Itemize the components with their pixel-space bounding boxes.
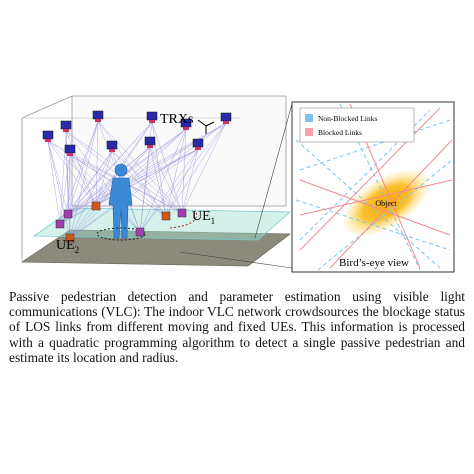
blocked-link — [329, 139, 453, 269]
ue1-path — [169, 211, 197, 229]
link — [59, 121, 153, 225]
link — [181, 122, 227, 214]
ue1-subscript: 1 — [211, 216, 216, 226]
ue — [55, 219, 65, 229]
axes-icon — [197, 119, 215, 134]
trx-label: TRXs — [160, 112, 193, 127]
link — [67, 146, 151, 215]
ue2-text: UE — [56, 238, 75, 253]
link — [97, 120, 141, 233]
trx-lens — [223, 121, 229, 124]
head — [114, 163, 128, 177]
link — [165, 128, 187, 217]
link — [69, 148, 199, 239]
ue — [91, 201, 101, 211]
ue — [65, 233, 75, 243]
trx-lens — [195, 147, 201, 150]
frame-edge — [21, 95, 73, 119]
trx — [144, 136, 156, 146]
link — [97, 120, 183, 214]
legend-swatch — [305, 128, 313, 136]
link — [149, 146, 167, 217]
connector — [254, 103, 293, 239]
link — [151, 121, 183, 214]
link — [181, 148, 199, 214]
link — [65, 130, 97, 207]
trx — [64, 144, 76, 154]
link — [69, 150, 113, 239]
link — [69, 120, 99, 239]
trx — [42, 130, 54, 140]
ue — [63, 209, 73, 219]
link — [67, 154, 71, 215]
link — [69, 121, 153, 239]
link — [47, 140, 71, 239]
trx — [192, 138, 204, 148]
link — [139, 148, 199, 233]
trx-lens — [183, 127, 189, 130]
link — [59, 146, 151, 225]
link — [95, 121, 153, 207]
ue2-subscript: 2 — [75, 245, 80, 255]
non-blocked-link — [295, 199, 451, 251]
blocked-link — [299, 107, 441, 251]
link — [67, 122, 227, 215]
link — [47, 140, 97, 207]
legend — [299, 107, 415, 143]
inset: Non-Blocked Links Blocked Links Object B… — [291, 101, 455, 273]
ue — [177, 208, 187, 218]
non-blocked-link — [299, 109, 431, 241]
ue1-text: UE — [192, 209, 211, 224]
legend-swatch — [305, 114, 313, 122]
object-label: Object — [375, 199, 397, 208]
legend-label: Blocked Links — [318, 128, 362, 137]
pedestrian-footprint — [96, 227, 146, 241]
link — [69, 154, 97, 207]
link — [139, 128, 187, 233]
link — [69, 154, 141, 233]
non-blocked-link — [299, 119, 451, 171]
trx — [60, 120, 72, 130]
link — [181, 128, 187, 214]
blocked-link — [299, 179, 453, 216]
link — [47, 140, 69, 215]
link — [95, 150, 113, 207]
link — [95, 120, 99, 207]
trx-lens — [67, 153, 73, 156]
pedestrian — [108, 163, 133, 239]
devices — [42, 110, 232, 243]
trx — [106, 140, 118, 150]
link — [139, 122, 227, 233]
non-blocked-link — [317, 159, 453, 271]
link — [165, 122, 227, 217]
blocked-link — [299, 179, 451, 236]
body — [108, 177, 133, 239]
ue — [135, 227, 145, 237]
link — [59, 154, 71, 225]
ue2-label: UE2 — [56, 238, 79, 255]
link — [111, 150, 167, 217]
link — [59, 128, 187, 225]
figure: TRXs UE1 UE2 Non-Blocked Links Blocked L… — [20, 95, 455, 273]
link — [67, 120, 99, 215]
trx — [92, 110, 104, 120]
legend-label: Non-Blocked Links — [318, 114, 377, 123]
caption: Passive pedestrian detection and paramet… — [9, 289, 465, 365]
trx-lens — [149, 120, 155, 123]
connector — [179, 251, 293, 269]
inset-title: Bird’s-eye view — [339, 257, 409, 269]
link — [69, 146, 151, 239]
trx-lens — [95, 119, 101, 122]
link — [111, 150, 183, 214]
trx — [220, 112, 232, 122]
trx-lens — [109, 149, 115, 152]
trx — [146, 111, 158, 121]
ue — [161, 211, 171, 221]
link — [165, 148, 199, 217]
link — [47, 140, 61, 225]
trx-lens — [45, 139, 51, 142]
trx-lens — [147, 145, 153, 148]
trx-lens — [63, 129, 69, 132]
